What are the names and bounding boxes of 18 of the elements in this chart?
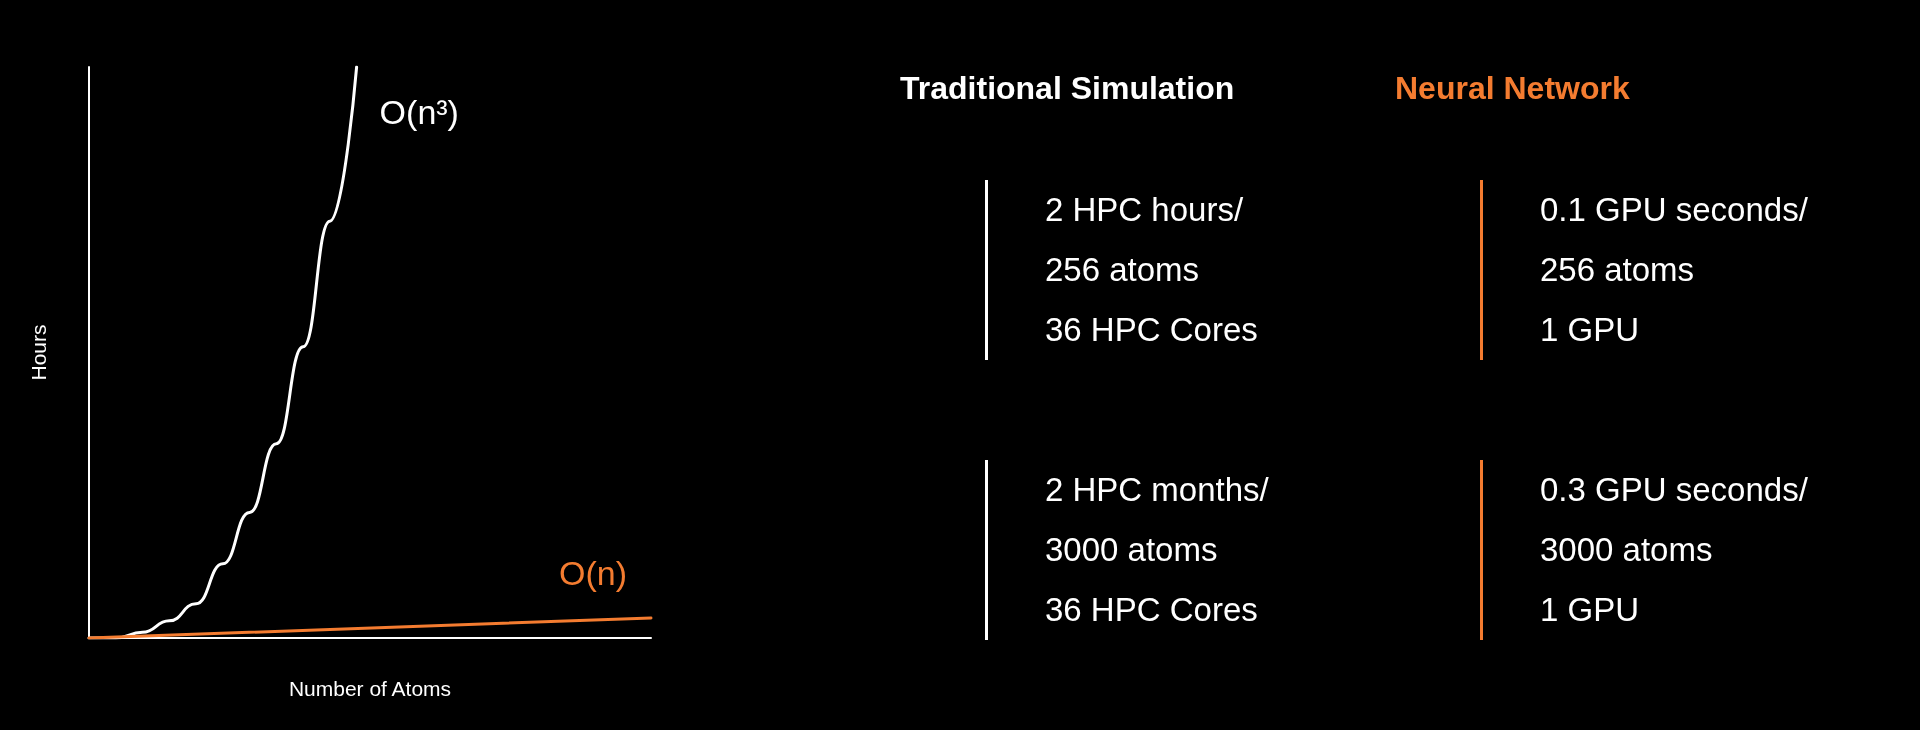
text: 2 HPC hours/ (1045, 190, 1245, 230)
series-label: O(n³) (379, 93, 459, 131)
category-label: Neural Network (1395, 70, 1630, 107)
text: 0.3 GPU seconds/ (1540, 470, 1808, 510)
text: 256 atoms (1540, 250, 1696, 290)
text: 1 GPU (1540, 310, 1641, 350)
text: 36 HPC Cores (1045, 590, 1259, 630)
text: 36 HPC Cores (1045, 310, 1258, 350)
text: 3000 atoms (1045, 530, 1219, 570)
category-label: Traditional Simulation (900, 70, 1235, 107)
text: 3000 atoms (1540, 530, 1714, 570)
text: 0.1 GPU seconds/ (1540, 190, 1808, 230)
x-axis-title: Number of Atoms (288, 677, 452, 700)
text: 2 HPC months/ (1045, 470, 1269, 510)
text: 256 atoms (1045, 250, 1201, 290)
text: 1 GPU (1540, 590, 1641, 630)
y-axis-title: Hours (27, 324, 50, 381)
series-label: O(n) (559, 554, 627, 593)
